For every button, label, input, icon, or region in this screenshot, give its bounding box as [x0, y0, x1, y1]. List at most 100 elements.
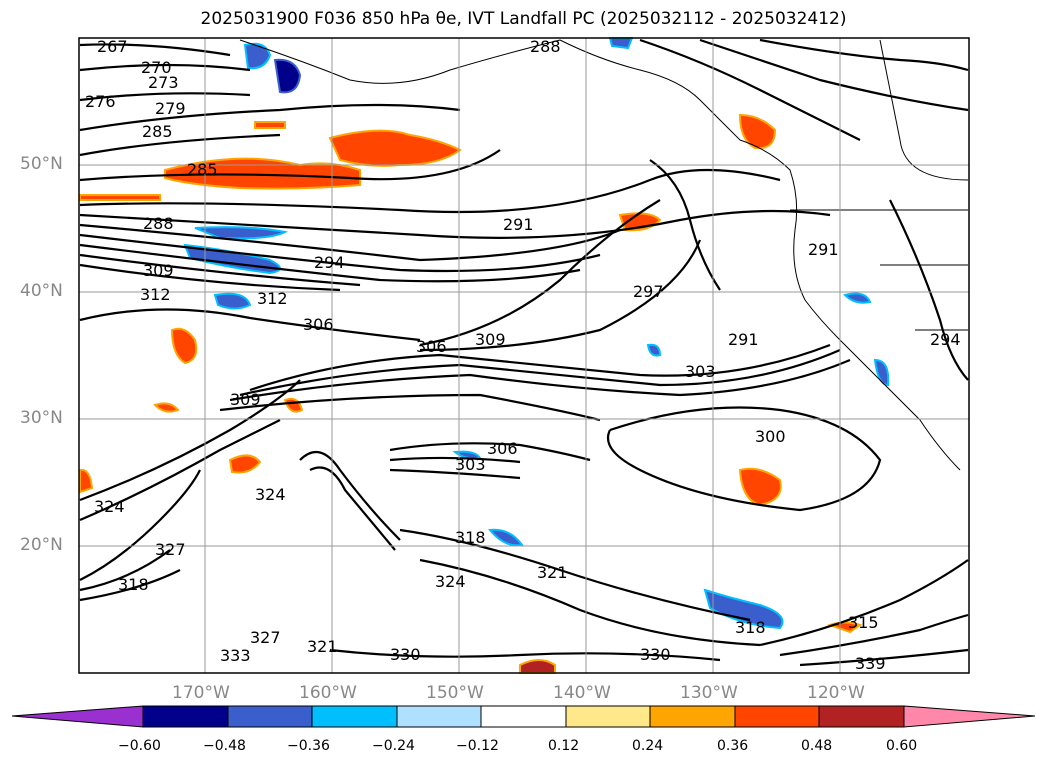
map-background [79, 38, 969, 673]
contour-lines [79, 38, 969, 667]
contour-line [639, 38, 861, 141]
contour-line [79, 92, 251, 102]
colorbar-tick-label: −0.48 [203, 738, 246, 754]
contour-line [399, 528, 751, 622]
colorbar-segment [311, 705, 398, 728]
contour-line [389, 442, 591, 462]
contour-line [649, 159, 721, 291]
contour-line [79, 103, 461, 132]
contour-label: 324 [435, 572, 466, 591]
contour-label: 306 [303, 315, 334, 334]
contour-line [607, 406, 882, 512]
contour-label: 288 [143, 214, 174, 233]
lat-label: 30°N [20, 408, 63, 428]
colorbar-tick-label: 0.12 [548, 738, 580, 754]
contour-line [79, 263, 341, 292]
contour-line [419, 239, 702, 352]
colorbar-tick-label: −0.60 [118, 738, 161, 754]
contour-line [249, 343, 831, 392]
contour-line [309, 466, 396, 551]
contour-label: 321 [307, 637, 338, 656]
contour-line [229, 358, 851, 402]
contour-line [79, 379, 301, 502]
contour-label: 327 [250, 628, 281, 647]
contour-line [239, 348, 841, 397]
contour-label: 312 [257, 289, 288, 308]
lat-label: 50°N [20, 154, 63, 174]
colorbar-segment [142, 705, 229, 728]
contour-label: 306 [487, 439, 518, 458]
contour-label: 291 [808, 240, 839, 259]
contour-label: 324 [255, 485, 286, 504]
contour-line [79, 253, 361, 287]
lat-label: 40°N [20, 281, 63, 301]
contour-line [419, 558, 761, 647]
contour-label: 309 [475, 330, 506, 349]
contour-label: 318 [455, 528, 486, 547]
contour-line [79, 549, 171, 592]
colorbar-tick-label: −0.36 [287, 738, 330, 754]
lon-label: 150°W [426, 683, 484, 703]
contour-line [79, 168, 781, 214]
lon-label: 140°W [553, 683, 611, 703]
contour-label: 333 [220, 646, 251, 665]
contour-line [779, 613, 969, 657]
contour-label: 330 [640, 645, 671, 664]
map-title: 2025031900 F036 850 hPa θe, IVT Landfall… [200, 9, 847, 29]
lon-label: 170°W [172, 683, 230, 703]
colorbar-segment [480, 705, 567, 728]
contour-line [419, 199, 661, 347]
colorbar-segment [734, 705, 820, 728]
contour-line [79, 133, 281, 157]
contour-line [699, 38, 969, 112]
contour-label: 339 [855, 654, 886, 673]
contour-label: 303 [455, 455, 486, 474]
contour-line [329, 648, 721, 662]
contour-label: 291 [728, 330, 759, 349]
anomaly-patches [79, 37, 890, 674]
contour-label: 315 [848, 613, 879, 632]
contour-label: 285 [187, 160, 218, 179]
contour-line [79, 209, 831, 239]
contour-line [79, 243, 581, 283]
colorbar-segment [11, 705, 144, 728]
colorbar-tick-label: 0.24 [632, 738, 664, 754]
contour-line [389, 468, 521, 480]
contour-line [759, 38, 969, 72]
contour-label: 294 [314, 253, 345, 272]
colorbar-tick-label: 0.36 [717, 738, 749, 754]
lon-label: 160°W [299, 683, 357, 703]
colorbar-tick-label: 0.60 [886, 738, 918, 754]
gridlines [79, 38, 969, 673]
contour-label: 267 [97, 37, 128, 56]
contour-line [79, 233, 601, 273]
coastlines [239, 39, 969, 471]
contour-line [79, 469, 201, 581]
contour-label: 309 [230, 390, 261, 409]
colorbar-segment [649, 705, 736, 728]
contour-line [219, 393, 601, 422]
contour-labels: 267 270 273 276 279 285 285 288 288 291 … [85, 37, 961, 673]
contour-line [299, 450, 401, 541]
contour-label: 273 [148, 73, 179, 92]
contour-label: 318 [735, 618, 766, 637]
contour-label: 294 [930, 330, 961, 349]
contour-line [79, 308, 421, 342]
colorbar-segment [565, 705, 651, 728]
map-frame [78, 37, 970, 674]
colorbar [11, 705, 1036, 728]
contour-line [799, 648, 969, 667]
contour-label: 321 [537, 563, 568, 582]
contour-label: 330 [390, 645, 421, 664]
contour-line [759, 559, 969, 647]
contour-line [79, 419, 281, 522]
contour-line [79, 223, 621, 262]
contour-label: 279 [155, 99, 186, 118]
positive-patch [79, 113, 863, 674]
contour-label: 318 [118, 575, 149, 594]
contour-label: 303 [685, 362, 716, 381]
contour-line [79, 63, 251, 72]
contour-line [79, 43, 231, 57]
colorbar-segment [818, 705, 905, 728]
contour-label: 285 [142, 122, 173, 141]
